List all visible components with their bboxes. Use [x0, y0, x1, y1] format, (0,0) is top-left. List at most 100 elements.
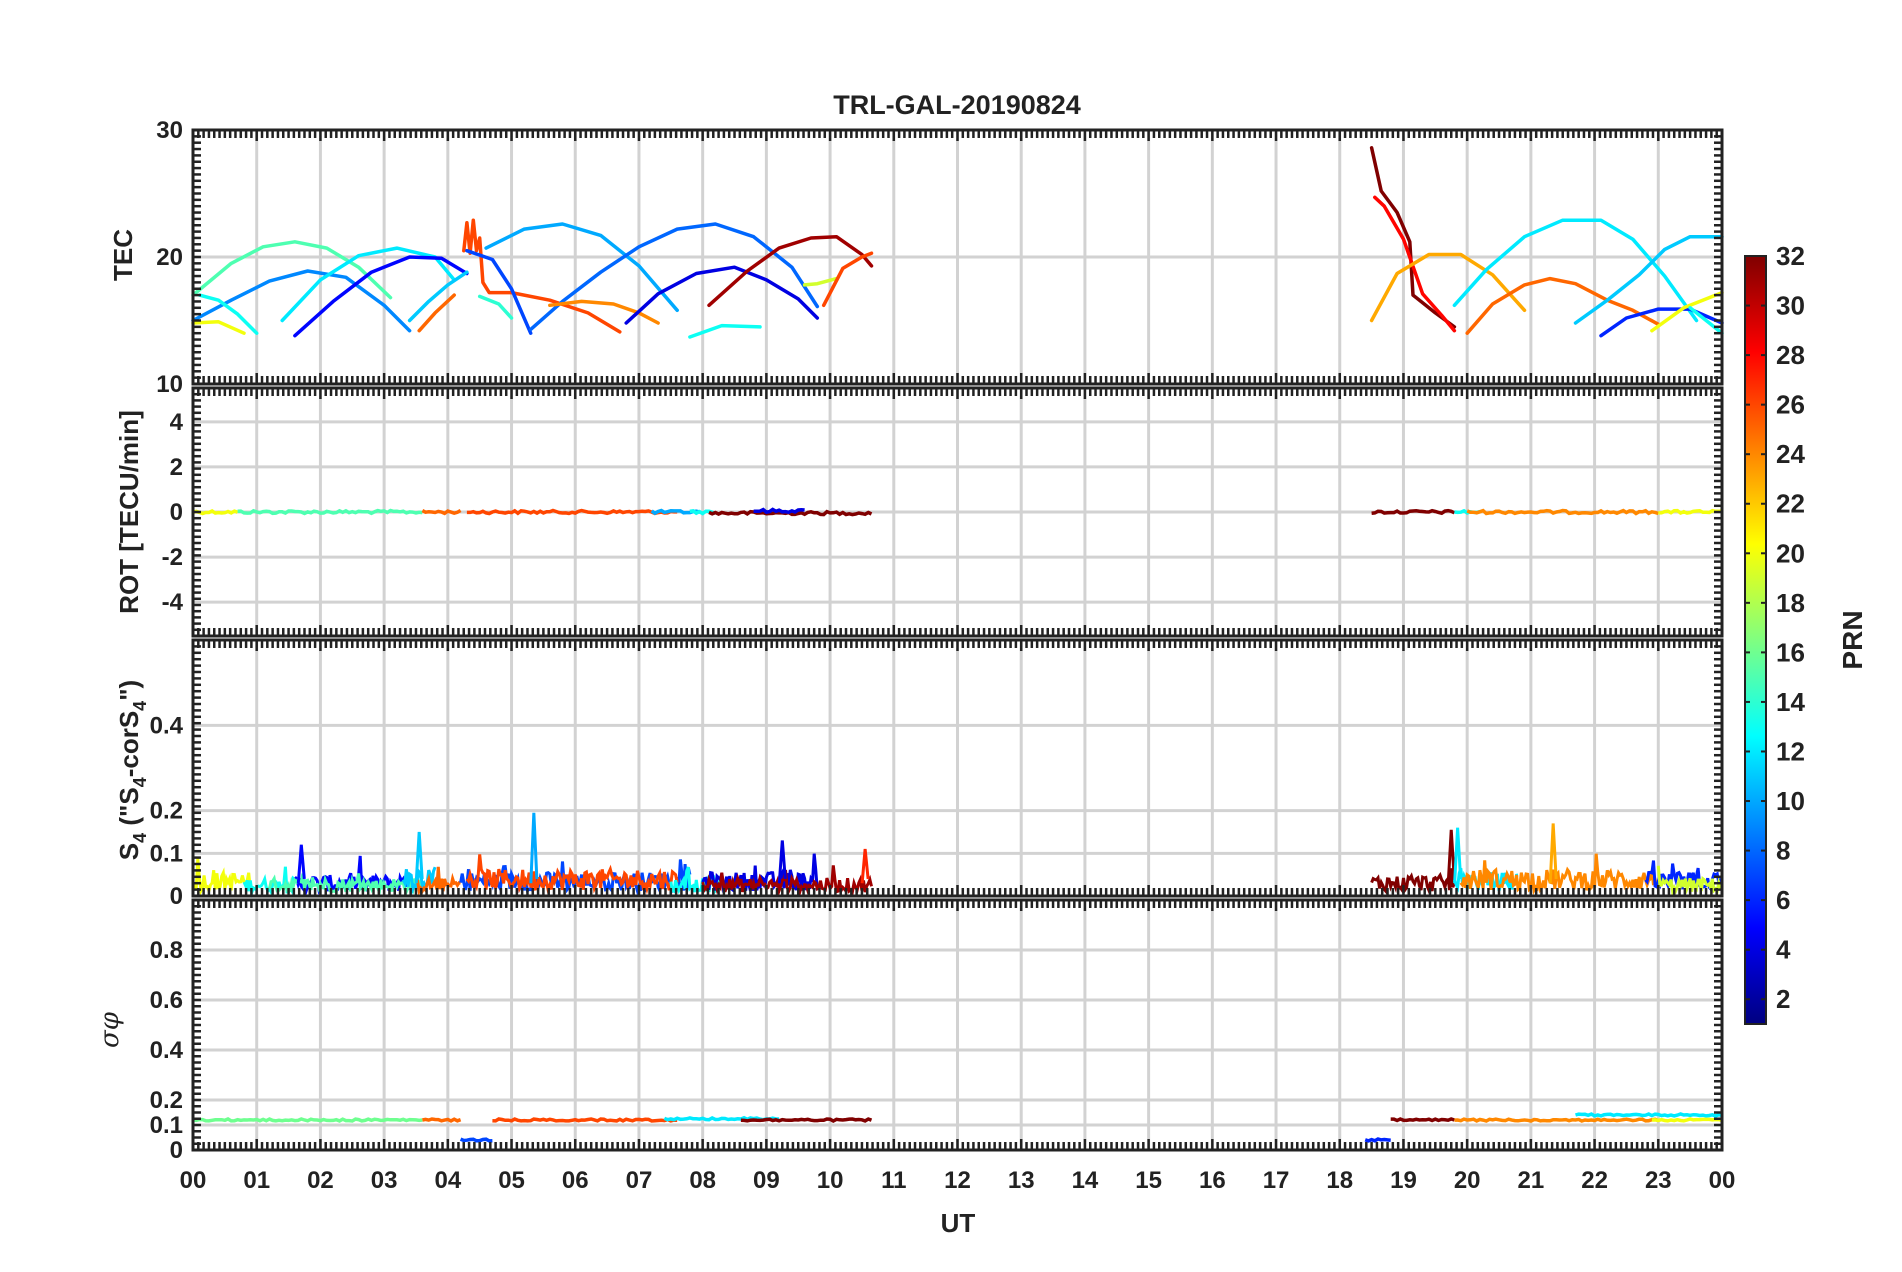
s4-label-sub: 4 — [130, 777, 150, 787]
x-tick-label: 18 — [1326, 1167, 1353, 1194]
tec-series-line — [191, 320, 246, 335]
rot-axis-label: ROT [TECU/min] — [114, 410, 144, 614]
y-tick-label: 2 — [170, 454, 183, 481]
y-tick-label: 0 — [170, 1137, 183, 1164]
tec-series-line — [624, 265, 820, 325]
colorbar-tick-label: 14 — [1776, 687, 1805, 717]
s4-series-line — [401, 866, 437, 895]
x-tick-label: 01 — [243, 1167, 270, 1194]
x-tick-label: 14 — [1072, 1167, 1099, 1194]
x-axis-label: UT — [941, 1208, 976, 1238]
rot-series-line — [1371, 508, 1456, 516]
tec-series-line — [417, 293, 456, 333]
x-tick-label: 17 — [1263, 1167, 1290, 1194]
colorbar-tick-label: 30 — [1776, 291, 1805, 321]
x-tick-label: 06 — [562, 1167, 589, 1194]
y-tick-label: 0.4 — [150, 1037, 184, 1064]
s4-spike — [777, 840, 787, 884]
x-tick-label: 19 — [1390, 1167, 1417, 1194]
x-tick-label: 16 — [1199, 1167, 1226, 1194]
s4-series-line — [1656, 865, 1723, 898]
sigphi-series-line — [1364, 1137, 1391, 1143]
colorbar-tick-label: 28 — [1776, 340, 1805, 370]
x-tick-label: 02 — [307, 1167, 334, 1194]
s4-label-sub: 4 — [130, 701, 150, 711]
colorbar-tick-label: 8 — [1776, 836, 1790, 866]
rot-series-line — [237, 508, 423, 516]
colorbar-tick-label: 16 — [1776, 637, 1805, 667]
tec-series-line — [1650, 290, 1724, 333]
x-tick-label: 00 — [180, 1167, 207, 1194]
colorbar-tick-label: 20 — [1776, 538, 1805, 568]
tec-series-line — [1573, 234, 1724, 325]
x-tick-label: 03 — [371, 1167, 398, 1194]
plot-frame — [191, 898, 1724, 1152]
sigphi-series-line — [422, 1117, 462, 1123]
colorbar-tick-label: 26 — [1776, 390, 1805, 420]
colorbar-tick-label: 24 — [1776, 439, 1805, 469]
chart-title: TRL-GAL-20190824 — [833, 90, 1081, 120]
y-tick-label: 0.8 — [150, 937, 183, 964]
rot-series-line — [753, 507, 805, 515]
tec-axis-label: TEC — [108, 229, 138, 281]
y-tick-label: 0.2 — [150, 1087, 183, 1114]
s4-spike — [1446, 829, 1456, 884]
s4-series-line — [1459, 853, 1660, 896]
x-tick-label: 09 — [753, 1167, 780, 1194]
tec-series-line — [280, 246, 456, 323]
y-tick-label: 20 — [156, 244, 183, 271]
s4-label-part: ") — [114, 680, 144, 701]
tec-series-line — [1599, 307, 1724, 338]
y-tick-label: -2 — [162, 544, 183, 571]
x-tick-label: 15 — [1135, 1167, 1162, 1194]
y-tick-label: 0 — [170, 883, 183, 910]
tec-series-line — [802, 276, 839, 287]
s4-series-line — [1370, 868, 1456, 896]
colorbar-tick-label: 10 — [1776, 786, 1805, 816]
rot-series-line — [466, 508, 678, 516]
tec-series-line — [707, 234, 874, 308]
sigphi-series-line — [1390, 1117, 1455, 1123]
panel-sigphi: 00.10.2 0.4 0.6 0.8 00 01 02 03 04 05 06 07 08 09 10 11… — [150, 898, 1735, 1194]
colorbar-tick-label: 32 — [1776, 241, 1805, 271]
plot-frame — [191, 386, 1724, 638]
s4-series-line — [191, 858, 252, 897]
tec-series-line — [465, 248, 533, 335]
s4-series-line — [414, 866, 461, 897]
colorbar-tick-label: 12 — [1776, 736, 1805, 766]
colorbar-tick-label: 6 — [1776, 885, 1790, 915]
tec-series-line — [197, 293, 259, 335]
colorbar-gradient — [1744, 255, 1767, 1025]
plot-frame — [191, 128, 1724, 386]
tec-series-line — [462, 218, 622, 334]
tec-series-line — [191, 269, 412, 333]
sigphi-series-line — [1575, 1112, 1723, 1118]
x-tick-label: 10 — [817, 1167, 844, 1194]
sigphi-axis-label: σφ — [95, 1011, 125, 1048]
y-tick-label: 0.1 — [150, 1112, 183, 1139]
sigphi-series-line — [740, 1117, 873, 1123]
s4-spike — [296, 844, 306, 884]
tec-series-line — [1465, 276, 1661, 335]
s4-label-part: ("S — [114, 787, 144, 833]
y-tick-label: 0.1 — [150, 840, 183, 867]
y-tick-label: 10 — [156, 371, 183, 398]
tec-series-line — [1452, 218, 1699, 323]
y-tick-label: 0 — [170, 499, 183, 526]
s4-spike — [1453, 827, 1463, 884]
rot-series-line — [1466, 508, 1659, 516]
sigphi-series-line — [459, 1137, 493, 1143]
colorbar-label: PRN — [1837, 610, 1868, 669]
y-tick-label: 0.2 — [150, 798, 183, 825]
x-tick-label: 05 — [498, 1167, 525, 1194]
tec-series-line — [477, 294, 514, 320]
tec-series-line — [821, 251, 874, 308]
plot-frame — [191, 638, 1724, 898]
sigphi-series-line — [1651, 1117, 1723, 1123]
tec-series-line — [1369, 146, 1457, 329]
tec-series-line — [688, 323, 762, 339]
x-tick-label: 22 — [1581, 1167, 1608, 1194]
tec-series-line — [293, 255, 469, 338]
sigphi-series-line — [1454, 1117, 1659, 1123]
